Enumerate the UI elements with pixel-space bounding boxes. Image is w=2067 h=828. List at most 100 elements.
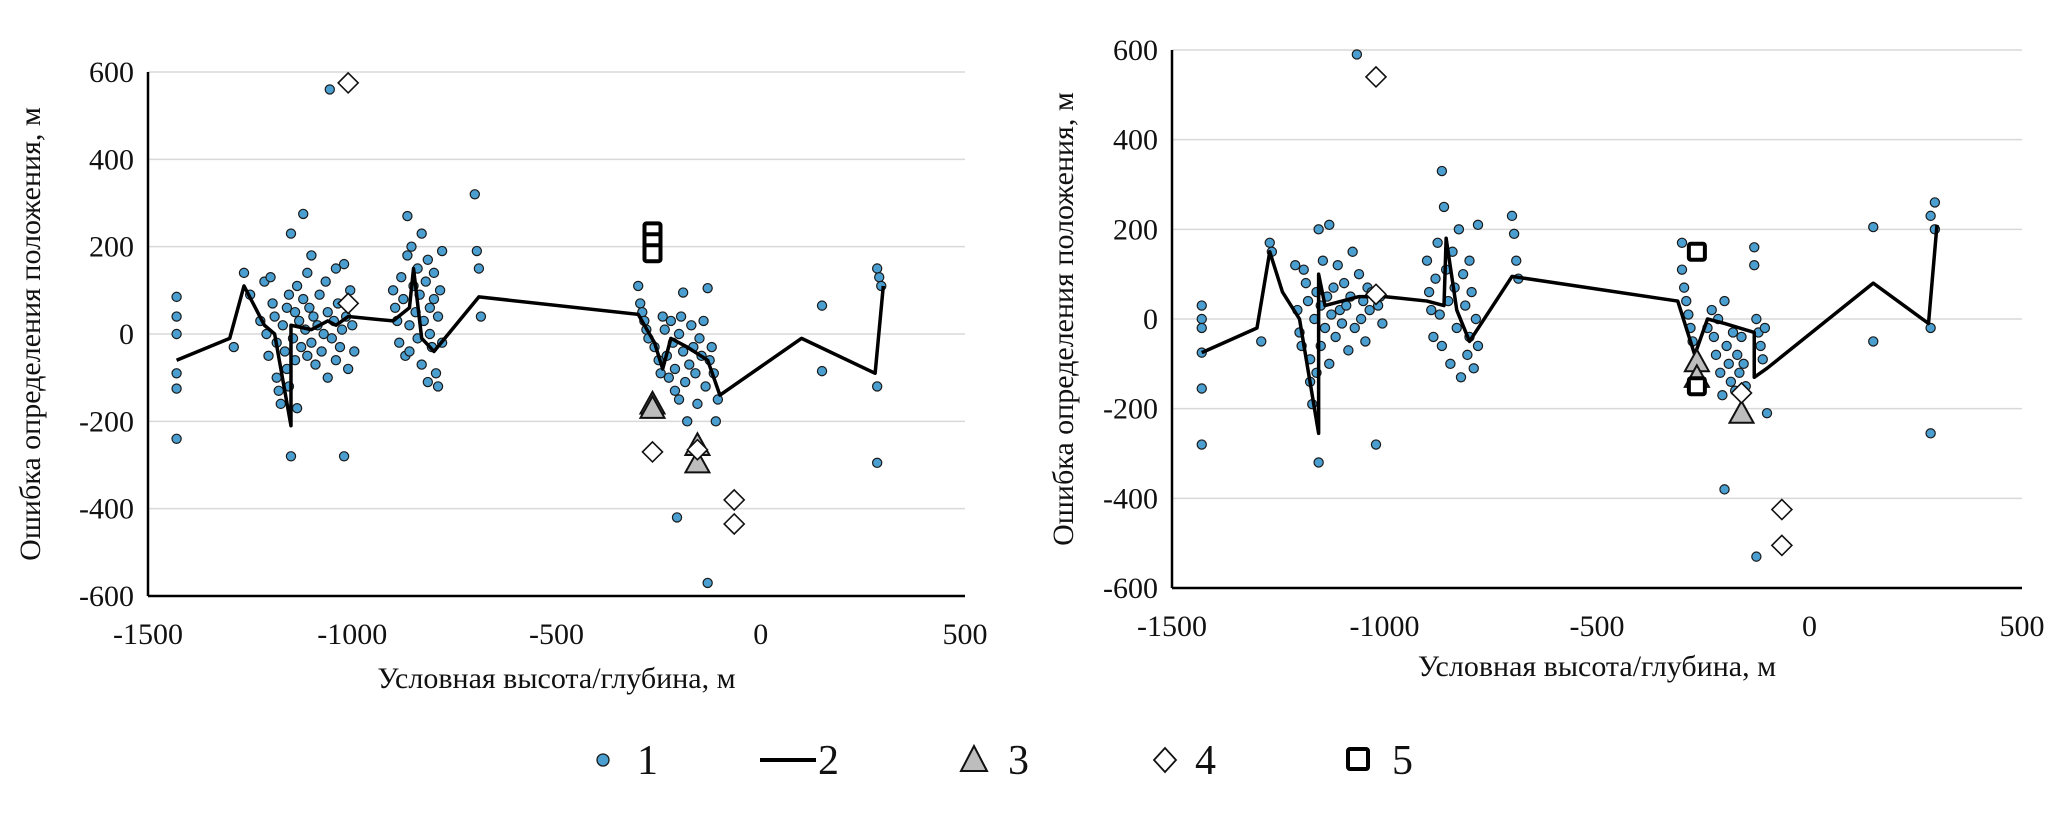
data-point [1759,322,1771,334]
data-point [389,302,401,313]
data-point [698,315,709,327]
data-point [686,320,697,331]
data-point [675,311,687,322]
data-point [1347,246,1358,257]
data-point [422,254,434,265]
data-point [1317,255,1329,266]
data-point [238,267,250,279]
series-line [175,266,886,428]
data-point [273,385,284,396]
data-point [334,341,346,353]
data-point [279,346,291,357]
data-point [1511,255,1522,266]
data-point [1264,237,1275,248]
data-point [1457,268,1469,280]
square-marker [1686,376,1707,397]
data-point [1453,224,1465,235]
y-tick-label: -600 [1103,572,1158,605]
gridlines [148,71,965,510]
data-point [1313,457,1324,468]
data-point [422,376,434,388]
data-point [665,315,677,327]
data-point [1300,277,1312,289]
legend-item-4: 4 [1152,738,1216,784]
y-tick-label: 200 [1113,213,1158,246]
y-axis-label: Ошибка определения положения, м [14,107,47,561]
legend-label: 1 [637,738,658,784]
data-point [673,328,685,340]
data-point [682,416,693,427]
chart-panel-left: -600 -400 -200 0 200 400 600 -1500 -1000 -500 0 500… [14,56,988,695]
data-point [1710,349,1722,361]
data-point [1196,383,1207,394]
data-point [1196,439,1207,450]
legend-item-3: 3 [959,738,1029,784]
data-point [1330,331,1341,343]
data-point [473,263,485,274]
y-tick-label: 400 [1113,124,1158,157]
data-point [475,311,487,322]
x-tick-label: -1000 [317,618,387,651]
data-point [1336,318,1348,329]
data-point [657,311,668,322]
data-point [1708,331,1720,343]
data-point [1349,322,1360,334]
data-point [291,403,303,414]
data-point [1332,260,1343,271]
data-point [1326,309,1337,320]
y-axis-label: Ошибка определения положения, м [1047,92,1080,546]
data-point [684,359,695,370]
data-point [1676,237,1688,248]
data-point [285,451,297,462]
data-point [406,241,417,252]
data-point [702,282,713,294]
data-point [322,306,333,318]
data-point [1377,318,1388,329]
data-point [336,324,348,335]
data-point [430,368,442,379]
data-point [1929,197,1941,208]
legend-label: 4 [1195,738,1216,784]
data-point [1925,210,1936,222]
data-point [1736,331,1747,343]
data-point [318,328,329,340]
data-point [342,363,354,375]
data-point [663,372,675,383]
data-point [402,210,413,222]
data-point [1470,313,1482,325]
data-point [326,333,338,344]
diamond-marker [337,71,360,95]
data-point [1732,349,1743,361]
data-point [428,267,440,279]
data-point [306,250,317,261]
data-point [424,328,436,340]
data-point [1302,295,1314,307]
data-point [633,280,644,292]
data-point [261,328,272,340]
data-point [171,368,182,379]
data-point [871,263,883,274]
legend-item-2: 2 [760,738,839,784]
data-point [1455,372,1467,383]
y-tick-label: -400 [1103,482,1158,515]
data-point [1319,322,1331,334]
data-point [1721,340,1732,352]
data-point [402,250,413,261]
data-point [277,320,289,331]
data-point [1324,358,1335,370]
diamond-marker [641,440,664,464]
data-point [1428,331,1439,343]
legend-triangle-icon [959,743,989,772]
data-point [434,285,446,296]
data-point [1434,309,1445,320]
diamond-marker [1730,381,1753,405]
tick-labels: -600 -400 -200 0 200 400 600 -1500 -1000 -500 0 500 [1103,34,2045,643]
data-point [424,302,436,313]
y-tick-label: -400 [79,493,134,526]
data-point [1761,407,1773,419]
data-point [387,285,399,296]
data-point [308,311,319,322]
data-point [679,376,691,388]
chart-panel-right: -600 -400 -200 0 200 400 600 -1500 -1000 -500 0 500… [1047,34,2045,683]
data-point [404,346,415,357]
